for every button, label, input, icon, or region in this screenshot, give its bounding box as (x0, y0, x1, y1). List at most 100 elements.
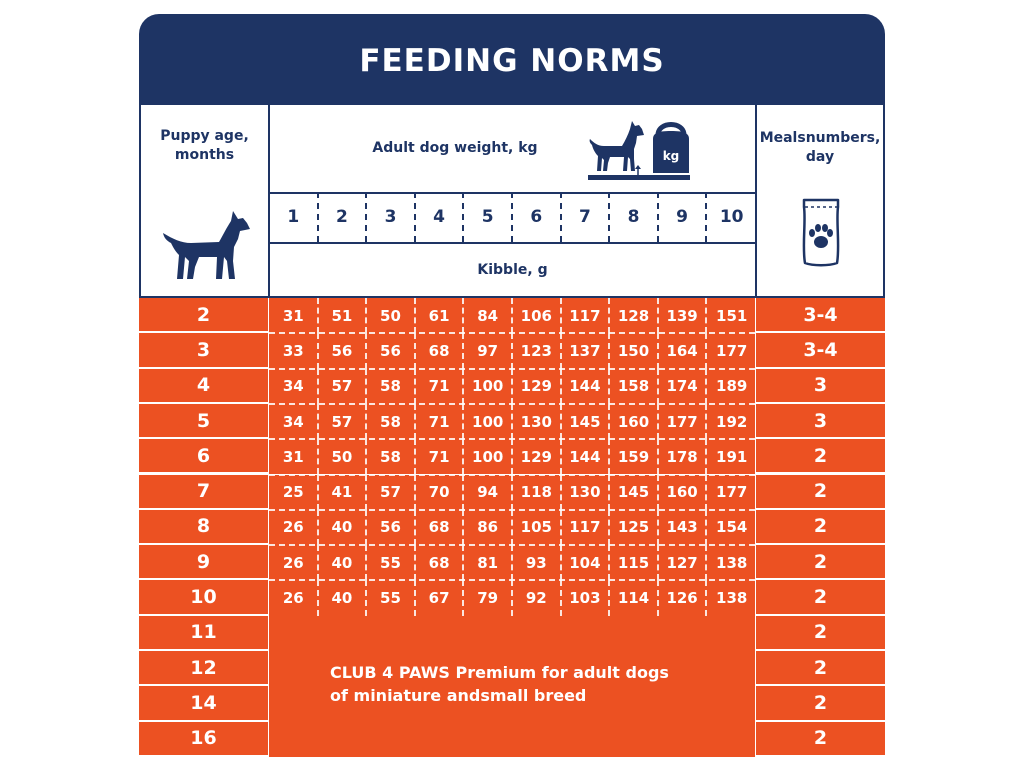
meals-cell: 3-4 (756, 298, 885, 332)
kibble-value-cell: 177 (659, 403, 708, 440)
kibble-value-cell: 144 (562, 368, 611, 404)
kibble-value-cell: 150 (610, 333, 659, 369)
kibble-value-cell: 123 (513, 333, 562, 369)
kibble-value-cell: 174 (659, 368, 708, 404)
kibble-value-cell: 159 (610, 439, 659, 475)
food-pouch-paw-icon (802, 198, 840, 267)
meals-cell: 3-4 (756, 333, 885, 367)
row-divider (269, 544, 755, 547)
age-cell: 10 (139, 580, 268, 614)
kibble-value-cell: 100 (464, 368, 513, 404)
weight-header-cell: Adult dog weight, kg kg (268, 105, 757, 194)
kibble-value-cell: 56 (367, 509, 416, 546)
kibble-value-cell: 189 (716, 377, 748, 396)
row-divider (269, 438, 755, 441)
age-header-label: Puppy age, months (160, 128, 249, 163)
kibble-value-cell: 138 (716, 589, 748, 608)
kibble-value-cell: 33 (270, 333, 319, 369)
weight-column-4: 4 (416, 192, 465, 242)
meals-cell: 2 (756, 509, 885, 544)
kibble-value-cell: 117 (562, 509, 611, 546)
kibble-value-cell: 70 (416, 474, 465, 510)
age-cell: 3 (139, 333, 268, 367)
kibble-value-cell: 177 (716, 341, 748, 360)
kibble-value-cell: 25 (270, 474, 319, 510)
row-divider (269, 473, 755, 476)
row-divider (269, 579, 755, 582)
kibble-value-cell: 97 (464, 333, 513, 369)
kibble-value-cell: 154 (716, 518, 748, 537)
kibble-value-cell: 57 (367, 474, 416, 510)
kibble-value-cell: 137 (562, 333, 611, 369)
age-cell: 4 (139, 368, 268, 402)
weight-column-9: 9 (659, 192, 708, 242)
meals-cell: 2 (756, 615, 885, 649)
kibble-value-cell: 144 (562, 439, 611, 475)
weight-column-7: 7 (562, 192, 611, 242)
kibble-value-cell: 178 (659, 439, 708, 475)
kibble-value-cell: 61 (416, 298, 465, 334)
kibble-value-cell: 129 (513, 368, 562, 404)
kibble-value-cell: 81 (464, 545, 513, 581)
kibble-value-cell: 125 (610, 509, 659, 546)
kibble-value-cell: 68 (416, 333, 465, 369)
kibble-value-cell: 57 (319, 403, 368, 440)
kibble-value-cell: 151 (716, 306, 748, 325)
page-title: FEEDING NORMS (359, 42, 665, 79)
kibble-value-cell: 40 (319, 545, 368, 581)
row-divider (269, 508, 755, 511)
age-cell: 9 (139, 545, 268, 579)
kibble-value-cell: 26 (270, 580, 319, 616)
kibble-value-cell: 51 (319, 298, 368, 334)
kibble-value-cell: 55 (367, 545, 416, 581)
kibble-value-cell: 115 (610, 545, 659, 581)
row-divider (269, 332, 755, 335)
kibble-value-cell: 130 (513, 403, 562, 440)
title-banner: FEEDING NORMS (139, 14, 885, 105)
kibble-value-cell: 58 (367, 368, 416, 404)
weight-header-label: Adult dog weight, kg (372, 140, 538, 156)
kibble-value-cell: 79 (464, 580, 513, 616)
meals-cell: 2 (756, 580, 885, 614)
weight-column-1: 1 (270, 192, 319, 242)
kibble-value-cell: 56 (367, 333, 416, 369)
kibble-value-cell: 31 (270, 298, 319, 334)
product-note-text: CLUB 4 PAWS Premium for adult dogs of mi… (330, 663, 669, 705)
kibble-value-cell: 34 (270, 368, 319, 404)
weight-column-10: 10 (719, 207, 744, 227)
kibble-value-cell: 34 (270, 403, 319, 440)
weight-column-2: 2 (319, 192, 368, 242)
kibble-value-cell: 71 (416, 403, 465, 440)
weight-column-3: 3 (367, 192, 416, 242)
kibble-value-cell: 145 (562, 403, 611, 440)
product-note: CLUB 4 PAWS Premium for adult dogs of mi… (269, 616, 755, 757)
kibble-value-cell: 117 (562, 298, 611, 334)
kibble-value-cell: 191 (716, 447, 748, 466)
kibble-value-cell: 138 (716, 553, 748, 572)
kibble-value-cell: 92 (513, 580, 562, 616)
kibble-value-cell: 100 (464, 439, 513, 475)
meals-cell: 2 (756, 439, 885, 473)
kibble-value-cell: 56 (319, 333, 368, 369)
kibble-value-cell: 127 (659, 545, 708, 581)
kibble-header-cell: Kibble, g (268, 242, 757, 298)
meals-cell: 2 (756, 545, 885, 579)
kibble-value-cell: 100 (464, 403, 513, 440)
kibble-value-cell: 94 (464, 474, 513, 510)
kibble-value-cell: 143 (659, 509, 708, 546)
kibble-value-cell: 105 (513, 509, 562, 546)
kibble-value-cell: 145 (610, 474, 659, 510)
kibble-value-cell: 126 (659, 580, 708, 616)
age-header-cell: Puppy age, months (139, 105, 270, 298)
kibble-value-cell: 68 (416, 545, 465, 581)
kibble-value-cell: 84 (464, 298, 513, 334)
kibble-value-cell: 86 (464, 509, 513, 546)
meals-cell: 3 (756, 403, 885, 438)
kibble-value-cell: 118 (513, 474, 562, 510)
kibble-value-cell: 192 (716, 412, 748, 431)
meals-cell: 2 (756, 686, 885, 720)
age-cell: 2 (139, 298, 268, 332)
kibble-value-cell: 160 (659, 474, 708, 510)
age-cell: 5 (139, 403, 268, 438)
meals-cell: 2 (756, 721, 885, 755)
